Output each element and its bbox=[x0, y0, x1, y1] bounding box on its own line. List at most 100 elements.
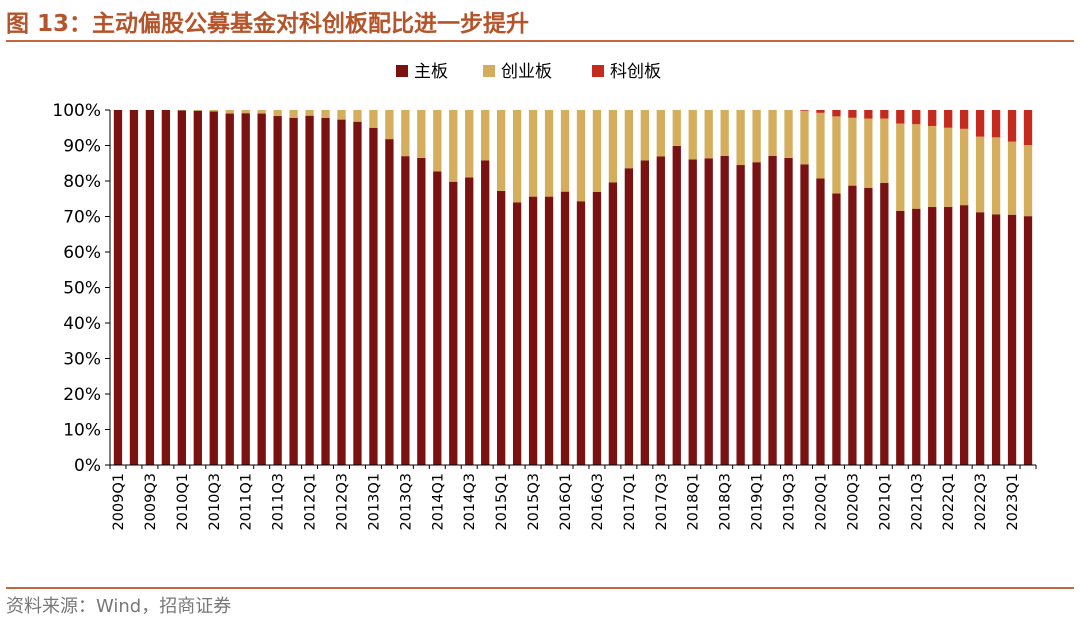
y-tick-label: 10% bbox=[63, 421, 101, 441]
bar-segment-3-2021Q1 bbox=[880, 110, 889, 119]
bar-segment-1-2011Q4 bbox=[289, 117, 298, 465]
bar-segment-1-2013Q1 bbox=[369, 127, 378, 465]
bar-segment-2-2015Q4 bbox=[544, 110, 554, 197]
bar-segment-2-2014Q1 bbox=[433, 110, 442, 172]
bar-segment-1-2019Q4 bbox=[800, 164, 809, 465]
bar-segment-2-2016Q3 bbox=[592, 110, 602, 192]
bar-segment-2-2018Q2 bbox=[704, 110, 713, 159]
bar-segment-3-2021Q2 bbox=[896, 110, 905, 124]
bar-segment-1-2023Q1 bbox=[1007, 214, 1017, 465]
bar-segment-2-2020Q1 bbox=[816, 112, 825, 179]
bar-segment-3-2023Q2 bbox=[1023, 110, 1033, 146]
bar-segment-1-2014Q3 bbox=[465, 177, 474, 465]
bar-segment-1-2017Q4 bbox=[672, 145, 681, 466]
y-tick-label: 90% bbox=[63, 137, 101, 157]
bar-segment-1-2020Q4 bbox=[864, 187, 873, 465]
legend-swatch-3 bbox=[592, 65, 604, 77]
figure-title: 图 13：主动偏股公募基金对科创板配比进一步提升 bbox=[6, 11, 530, 37]
legend-label-1: 主板 bbox=[414, 62, 448, 82]
y-tick-label: 70% bbox=[63, 208, 101, 228]
bar-segment-1-2016Q4 bbox=[608, 182, 618, 466]
x-tick-label: 2016Q1 bbox=[558, 473, 574, 531]
bar-segment-3-2020Q3 bbox=[848, 110, 857, 118]
bar-segment-1-2022Q2 bbox=[960, 205, 969, 465]
bar-segment-3-2021Q4 bbox=[928, 110, 937, 126]
bar-segment-1-2016Q3 bbox=[592, 192, 602, 465]
x-tick-label: 2009Q1 bbox=[111, 473, 127, 531]
bar-segment-1-2012Q3 bbox=[337, 119, 346, 465]
bar-segment-1-2011Q3 bbox=[273, 116, 282, 465]
bar-segment-1-2009Q2 bbox=[129, 110, 139, 465]
bar-segment-1-2022Q4 bbox=[991, 214, 1001, 465]
bar-segment-3-2020Q2 bbox=[832, 110, 841, 117]
y-tick-label: 80% bbox=[63, 172, 101, 192]
x-tick-label: 2014Q3 bbox=[462, 473, 478, 531]
bar-segment-1-2020Q3 bbox=[848, 185, 857, 465]
bar-segment-2-2011Q3 bbox=[273, 110, 282, 117]
title-divider bbox=[6, 40, 1074, 42]
bar-segment-1-2017Q1 bbox=[624, 168, 634, 465]
bar-segment-2-2023Q1 bbox=[1007, 141, 1017, 215]
legend-swatch-2 bbox=[483, 65, 495, 77]
bar-segment-1-2009Q3 bbox=[145, 110, 155, 465]
bar-segment-2-2016Q4 bbox=[608, 110, 618, 183]
bar-segment-2-2013Q2 bbox=[385, 110, 394, 140]
x-tick-label: 2019Q1 bbox=[750, 473, 766, 531]
bar-segment-2-2020Q3 bbox=[848, 117, 857, 186]
chart-legend: 主板 创业板 科创板 bbox=[396, 62, 661, 82]
bar-segment-2-2014Q4 bbox=[481, 110, 490, 161]
x-tick-label: 2010Q3 bbox=[207, 473, 223, 531]
bar-segment-3-2022Q4 bbox=[991, 110, 1001, 138]
bar-segment-1-2015Q1 bbox=[497, 190, 506, 465]
bar-segment-2-2022Q2 bbox=[960, 128, 969, 206]
bar-segment-1-2015Q4 bbox=[544, 196, 554, 465]
x-tick-label: 2019Q3 bbox=[782, 473, 798, 531]
y-tick-label: 60% bbox=[63, 243, 101, 263]
bar-segment-1-2016Q1 bbox=[560, 191, 570, 465]
bar-segment-1-2012Q2 bbox=[321, 117, 330, 465]
source-note: 资料来源：Wind，招商证券 bbox=[6, 596, 232, 617]
x-tick-label: 2015Q3 bbox=[526, 473, 542, 531]
bar-segment-2-2019Q4 bbox=[800, 110, 809, 165]
bar-segment-2-2019Q3 bbox=[784, 110, 793, 158]
y-tick-label: 100% bbox=[52, 101, 101, 121]
bar-segment-3-2023Q1 bbox=[1007, 110, 1017, 142]
bar-segment-2-2021Q1 bbox=[880, 118, 889, 183]
bar-segment-3-2022Q1 bbox=[944, 110, 953, 128]
x-tick-label: 2011Q1 bbox=[239, 473, 255, 531]
x-tick-label: 2013Q3 bbox=[398, 473, 414, 531]
bar-segment-1-2012Q4 bbox=[353, 121, 362, 466]
x-tick-label: 2012Q3 bbox=[335, 473, 351, 531]
bar-segment-2-2022Q1 bbox=[944, 127, 953, 207]
bar-segment-1-2022Q1 bbox=[944, 206, 953, 466]
bar-segment-2-2021Q4 bbox=[928, 125, 937, 207]
x-tick-label: 2022Q1 bbox=[941, 473, 957, 531]
bar-segment-1-2009Q4 bbox=[161, 110, 171, 465]
bar-segment-3-2020Q4 bbox=[864, 110, 873, 119]
stacked-bar-chart: 主板 创业板 科创板 0% 10% 20% 30% 40% 50% 60% 70% 80% 90% 10… bbox=[52, 62, 1037, 531]
x-tick-label: 2011Q3 bbox=[271, 473, 287, 531]
bar-segment-1-2019Q3 bbox=[784, 157, 793, 465]
bar-segment-1-2022Q3 bbox=[975, 212, 985, 465]
bar-segment-1-2021Q2 bbox=[896, 210, 905, 465]
bar-segment-2-2012Q3 bbox=[337, 110, 346, 120]
bar-segment-1-2010Q3 bbox=[209, 111, 218, 466]
bar-segment-3-2019Q4 bbox=[800, 110, 809, 111]
bar-segment-1-2021Q3 bbox=[912, 208, 921, 465]
x-tick-label: 2023Q1 bbox=[1005, 473, 1021, 531]
bar-segment-1-2018Q3 bbox=[720, 155, 729, 466]
x-tick-label: 2021Q1 bbox=[877, 473, 893, 531]
bar-segment-2-2017Q3 bbox=[656, 110, 665, 157]
bar-segment-1-2010Q4 bbox=[225, 113, 234, 466]
bar-segment-2-2013Q1 bbox=[369, 110, 378, 128]
x-tick-label: 2013Q1 bbox=[366, 473, 382, 531]
bar-segment-1-2017Q2 bbox=[640, 160, 649, 465]
bar-segment-1-2014Q2 bbox=[449, 181, 458, 465]
bar-segment-2-2016Q1 bbox=[560, 110, 570, 192]
x-tick-label: 2018Q1 bbox=[686, 473, 702, 531]
bar-segment-2-2020Q4 bbox=[864, 118, 873, 188]
y-tick-label: 0% bbox=[74, 456, 101, 476]
bar-segment-2-2012Q2 bbox=[321, 110, 330, 118]
bar-segment-2-2015Q1 bbox=[497, 110, 506, 191]
bar-segment-1-2018Q2 bbox=[704, 158, 713, 465]
